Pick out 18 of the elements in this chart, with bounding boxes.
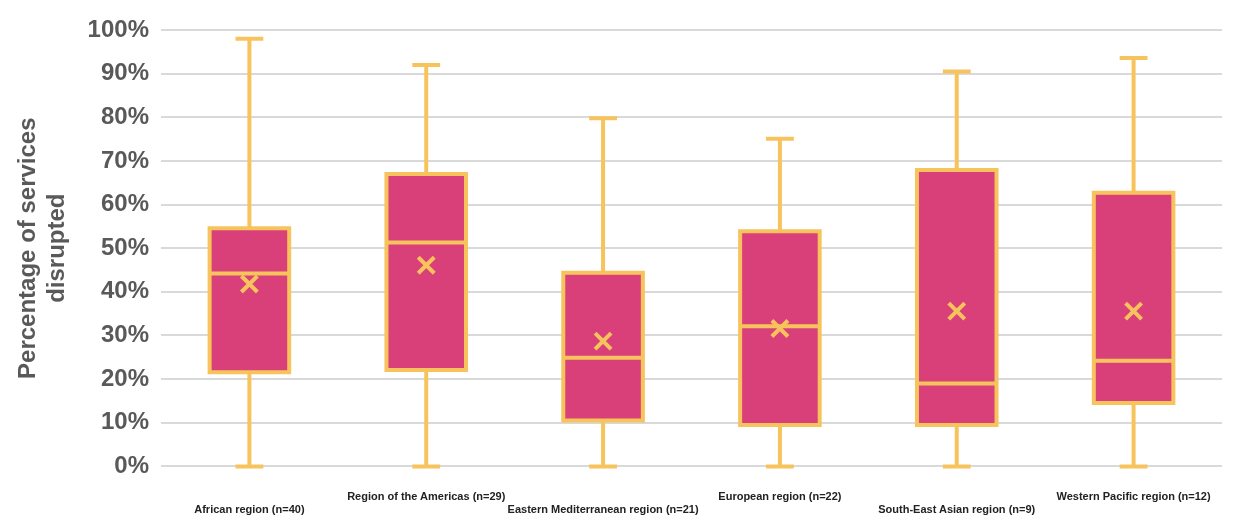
y-tick-label: 0% (114, 451, 149, 479)
x-tick-label: Western Pacific region (n=12) (1056, 490, 1211, 503)
x-tick-label: Region of the Americas (n=29) (347, 490, 506, 503)
y-tick-label: 30% (100, 320, 149, 348)
y-axis-title: Percentage of services disrupted (13, 117, 69, 379)
y-tick-label: 60% (100, 189, 149, 217)
y-tick-label: 40% (100, 276, 149, 304)
x-tick-label: African region (n=40) (194, 503, 305, 516)
y-tick-label: 20% (100, 363, 149, 391)
x-tick-label: Eastern Mediterranean region (n=21) (507, 503, 699, 516)
y-tick-label: 10% (100, 407, 149, 435)
y-tick-label: 50% (100, 232, 149, 260)
y-tick-label: 100% (87, 14, 149, 42)
y-tick-label: 90% (100, 58, 149, 86)
x-tick-label: South-East Asian region (n=9) (878, 503, 1036, 516)
y-tick-label: 70% (100, 145, 149, 173)
y-tick-label: 80% (100, 101, 149, 129)
x-tick-label: European region (n=22) (718, 490, 842, 503)
